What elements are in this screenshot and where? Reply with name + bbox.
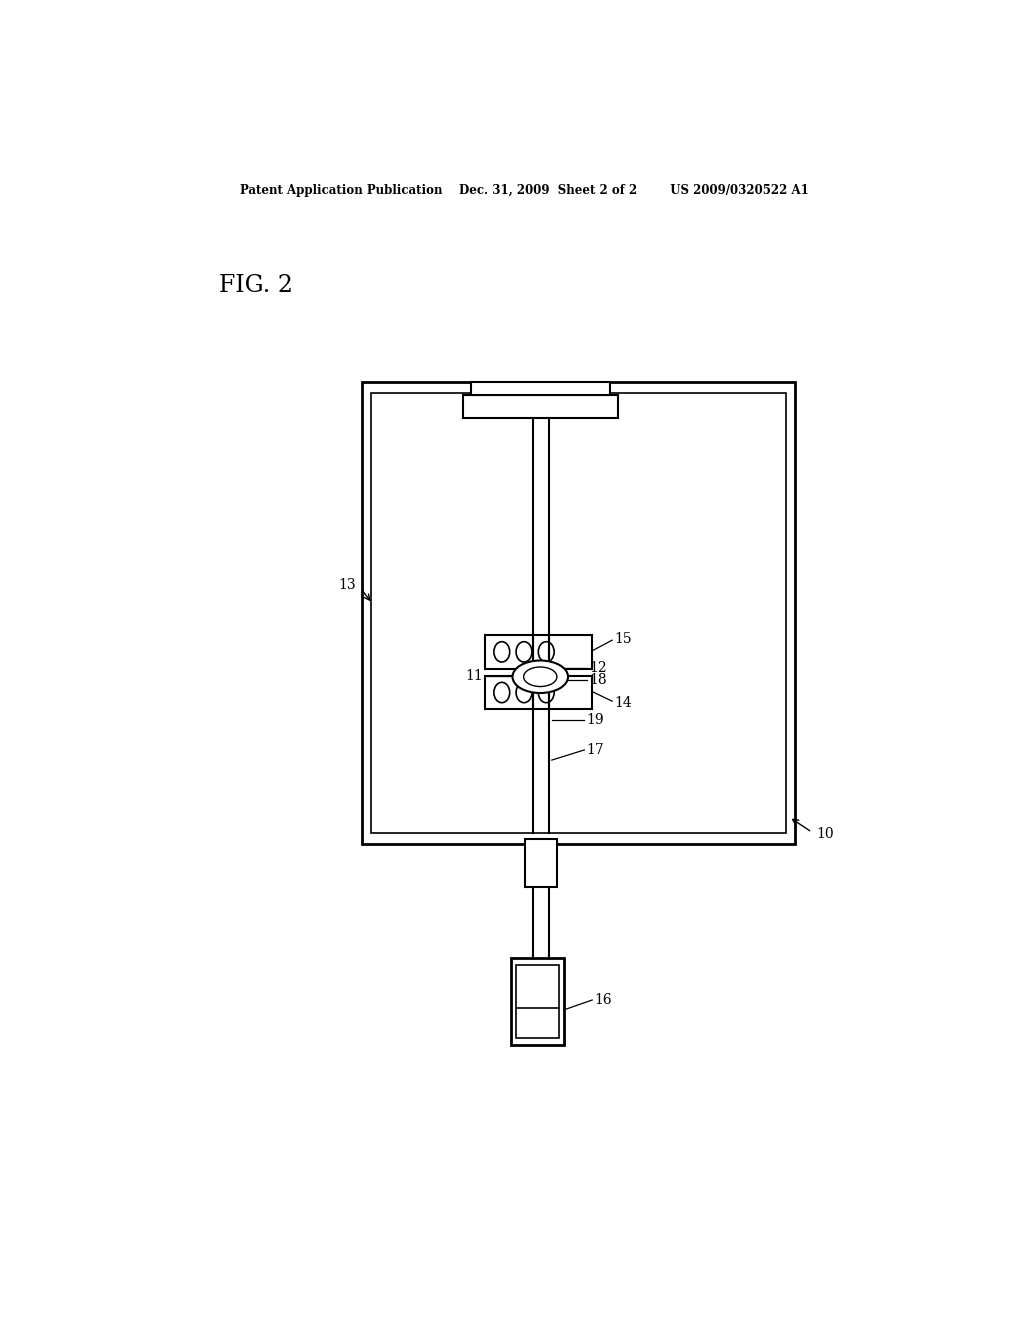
Text: 14: 14 [614,696,632,710]
Bar [524,840,557,887]
Bar [362,381,795,845]
Ellipse shape [512,660,568,693]
Text: 16: 16 [595,993,612,1007]
Text: Patent Application Publication    Dec. 31, 2009  Sheet 2 of 2        US 2009/032: Patent Application Publication Dec. 31, … [241,185,809,198]
Text: 19: 19 [587,714,604,727]
Text: 10: 10 [816,828,834,841]
Text: 17: 17 [587,743,604,756]
Bar [463,395,617,417]
Text: FIG. 2: FIG. 2 [219,275,293,297]
Bar [485,635,592,669]
Text: 15: 15 [614,632,632,647]
Bar [471,381,609,395]
Text: 13: 13 [338,578,355,593]
Text: 11: 11 [466,669,483,682]
Bar [516,965,559,1038]
Text: 18: 18 [589,673,606,686]
Bar [371,393,785,833]
Text: 12: 12 [589,660,606,675]
Ellipse shape [523,667,557,686]
Bar [485,676,592,709]
Bar [511,958,564,1044]
